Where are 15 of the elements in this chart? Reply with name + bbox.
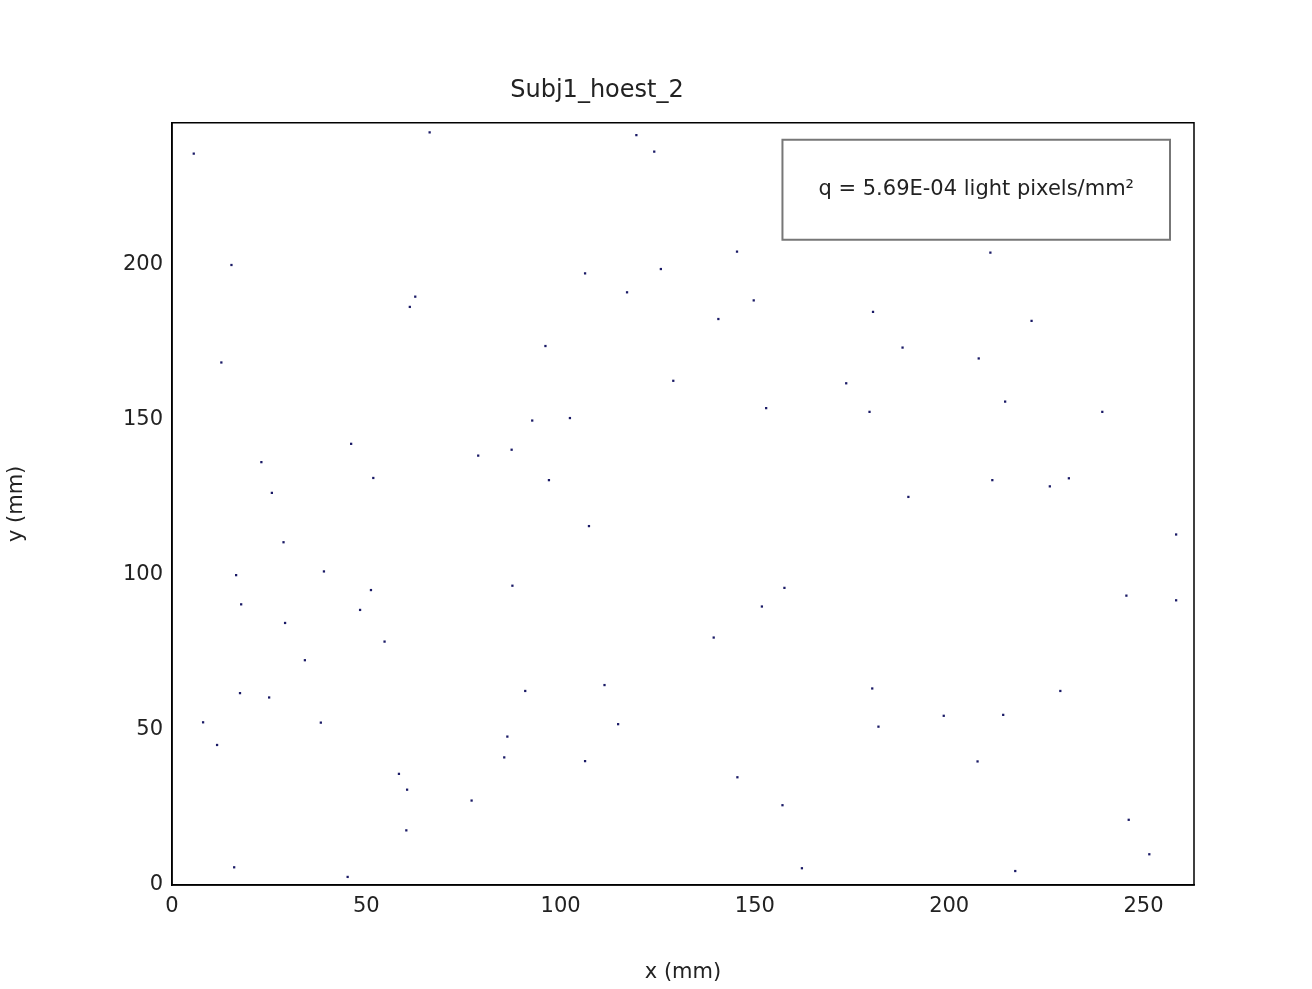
y-tick-label: 150 (122, 405, 163, 430)
x-tick-label: 200 (929, 893, 970, 918)
annotation: q = 5.69E-04 light pixels/mm² (818, 176, 1134, 201)
x-tick-label: 250 (1123, 893, 1164, 918)
y-tick-label: 200 (122, 250, 163, 275)
x-tick-label: 100 (540, 893, 581, 918)
chart-title: Subj1_hoest_2 (510, 74, 684, 103)
y-tick-label: 100 (122, 560, 163, 585)
x-tick-label: 150 (734, 893, 775, 918)
x-tick-label: 50 (352, 893, 380, 918)
x-axis-title: x (mm) (644, 958, 722, 983)
y-tick-label: 50 (136, 716, 163, 741)
x-tick-label: 0 (165, 893, 179, 918)
y-tick-label: 0 (149, 871, 163, 896)
y-axis-title: y (mm) (3, 465, 28, 543)
